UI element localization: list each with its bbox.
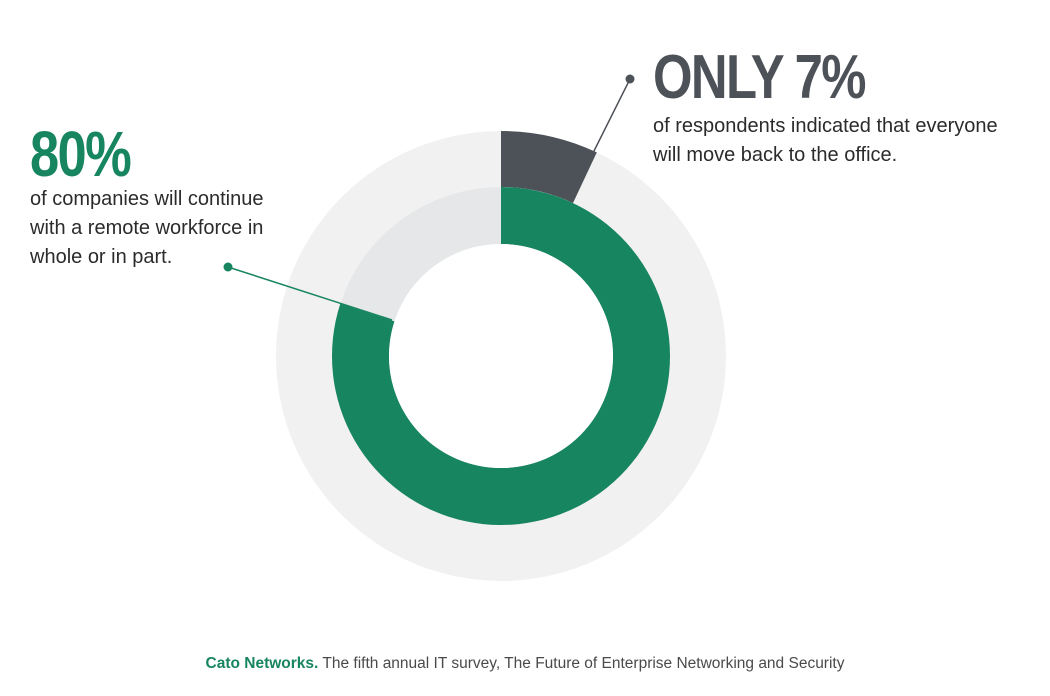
ring-segment-80-percent (332, 187, 670, 525)
callout-dot-left (223, 262, 233, 272)
stat-value-80-percent: 80% (30, 118, 132, 190)
callout-layer (223, 74, 635, 321)
stat-description-remote: of companies will continue with a remote… (30, 188, 264, 268)
stat-value-7-percent: ONLY 7% (653, 43, 866, 112)
footer-source-text: The fifth annual IT survey, The Future o… (318, 655, 845, 672)
callout-dot-right (625, 74, 635, 84)
chart-layer (276, 131, 726, 581)
callout-line-right (586, 78, 631, 166)
stat-description-office: of respondents indicated that everyone w… (653, 115, 998, 166)
callout-line-left (227, 266, 393, 321)
source-footer: Cato Networks. The fifth annual IT surve… (0, 655, 1050, 673)
donut-hole (389, 244, 613, 468)
footer-brand: Cato Networks. (205, 655, 319, 672)
ring-segment-7-percent (501, 131, 597, 204)
